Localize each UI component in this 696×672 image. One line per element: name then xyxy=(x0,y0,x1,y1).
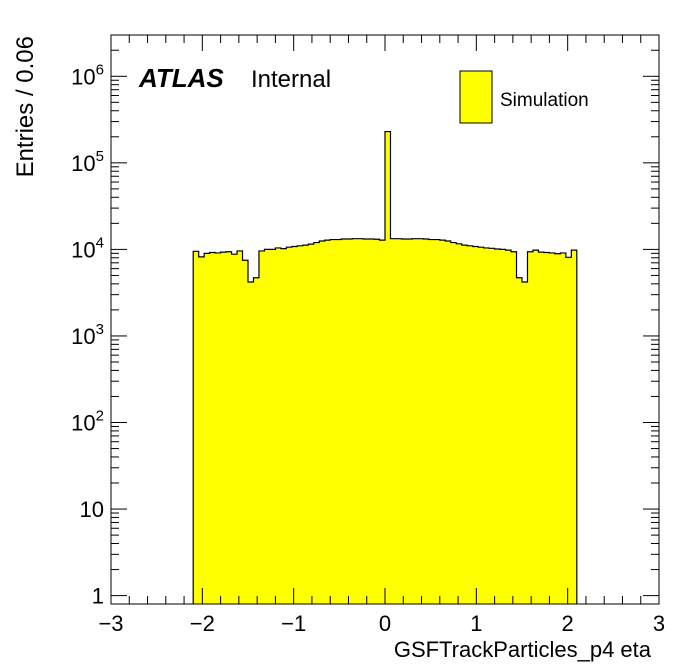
histogram-bin xyxy=(341,238,348,604)
histogram-bin xyxy=(489,248,495,604)
atlas-sublabel: Internal xyxy=(251,66,331,93)
histogram-bin xyxy=(280,248,287,604)
histogram-bin xyxy=(346,238,353,604)
histogram-bin xyxy=(297,245,304,604)
histogram-bin xyxy=(220,252,227,604)
axis-ticks xyxy=(110,34,660,604)
histogram-bin xyxy=(215,252,221,605)
histogram-bin xyxy=(253,277,260,604)
histogram-bin xyxy=(390,238,397,605)
histogram-bin xyxy=(335,239,342,604)
histogram-bin xyxy=(193,251,200,604)
histogram-bin xyxy=(549,252,556,605)
histogram-bin xyxy=(516,277,523,604)
legend: Simulation xyxy=(459,70,589,124)
histogram-bin xyxy=(560,252,567,605)
histogram-bin xyxy=(242,260,249,604)
histogram-bin xyxy=(417,238,424,605)
histogram xyxy=(192,130,578,605)
histogram-bin xyxy=(374,239,380,604)
histogram-bin xyxy=(423,238,430,604)
x-tick-label: 3 xyxy=(653,611,665,636)
histogram-bin xyxy=(269,249,276,604)
histogram-bin xyxy=(395,238,402,605)
histogram-bin xyxy=(363,238,369,604)
plot-frame xyxy=(110,34,660,605)
histogram-bin xyxy=(571,250,578,604)
x-tick-label: −2 xyxy=(190,611,215,636)
y-tick-label: 104 xyxy=(71,234,104,262)
histogram-bin xyxy=(554,253,561,604)
histogram-bin xyxy=(543,252,550,604)
histogram-bin xyxy=(313,242,320,604)
histogram-bin xyxy=(209,252,216,604)
histogram-bin xyxy=(385,131,391,604)
y-tick-label: 10 xyxy=(80,497,104,522)
legend-swatch xyxy=(459,70,493,124)
x-axis-title: GSFTrackParticles_p4 eta xyxy=(394,637,652,662)
histogram-bin xyxy=(302,245,309,604)
histogram-bin xyxy=(237,250,243,604)
histogram-bin xyxy=(330,239,337,604)
histogram-bin xyxy=(401,238,408,604)
histogram-bin xyxy=(231,254,238,604)
histogram-bin xyxy=(308,244,315,604)
histogram-bin xyxy=(439,240,446,604)
histogram-bin xyxy=(445,241,452,604)
x-tick-label: 0 xyxy=(379,611,391,636)
histogram-bin xyxy=(500,249,506,604)
x-tick-labels: −3 −2 −1 0 1 2 3 xyxy=(98,611,665,636)
histogram-bin xyxy=(412,238,419,605)
histogram-bin xyxy=(478,247,485,604)
y-axis-title: Entries / 0.06 xyxy=(12,36,39,177)
legend-entry: Simulation xyxy=(500,90,589,111)
histogram-bin xyxy=(352,238,358,605)
x-tick-label: −3 xyxy=(98,611,123,636)
histogram-bin xyxy=(379,240,386,604)
histogram-bin xyxy=(532,250,539,604)
histogram-bin xyxy=(428,239,435,604)
y-tick-labels: 1 10 102 103 104 105 106 xyxy=(71,61,104,608)
histogram-bin xyxy=(248,282,254,604)
histogram-bin xyxy=(472,246,479,605)
y-tick-label: 1 xyxy=(92,584,104,609)
histogram-outline xyxy=(192,130,578,604)
histogram-bin xyxy=(368,238,375,604)
histogram-bin xyxy=(483,247,490,605)
histogram-bin xyxy=(406,238,413,604)
histogram-bin xyxy=(456,243,463,605)
y-tick-label: 102 xyxy=(71,408,104,436)
x-tick-label: −1 xyxy=(281,611,306,636)
histogram-bin xyxy=(286,247,293,604)
histogram-bin xyxy=(275,247,282,605)
y-tick-label: 103 xyxy=(71,321,104,349)
histogram-bin xyxy=(204,253,211,604)
y-tick-label: 106 xyxy=(71,61,104,89)
histogram-bin xyxy=(527,251,534,604)
histogram-bin xyxy=(450,242,457,604)
histogram-bin xyxy=(494,249,501,604)
histogram-bin xyxy=(522,282,528,604)
x-tick-label: 1 xyxy=(470,611,482,636)
histogram-bin xyxy=(434,239,441,604)
histogram-bin xyxy=(538,252,545,604)
y-tick-label: 105 xyxy=(71,148,104,176)
histogram-bin xyxy=(357,238,364,605)
histogram-bin xyxy=(258,250,265,604)
histogram-bin xyxy=(319,241,326,604)
histogram-bin xyxy=(291,246,298,605)
histogram-bin xyxy=(505,250,512,604)
histogram-bin xyxy=(324,240,331,604)
histogram-bin xyxy=(467,245,474,604)
histogram-bin xyxy=(264,249,271,604)
x-tick-label: 2 xyxy=(562,611,574,636)
histogram-bin xyxy=(198,256,205,604)
histogram-bin xyxy=(511,251,517,604)
histogram-bin xyxy=(461,245,468,604)
atlas-label: ATLAS xyxy=(138,63,224,93)
histogram-bin xyxy=(226,251,232,604)
histogram-bin xyxy=(565,257,572,604)
